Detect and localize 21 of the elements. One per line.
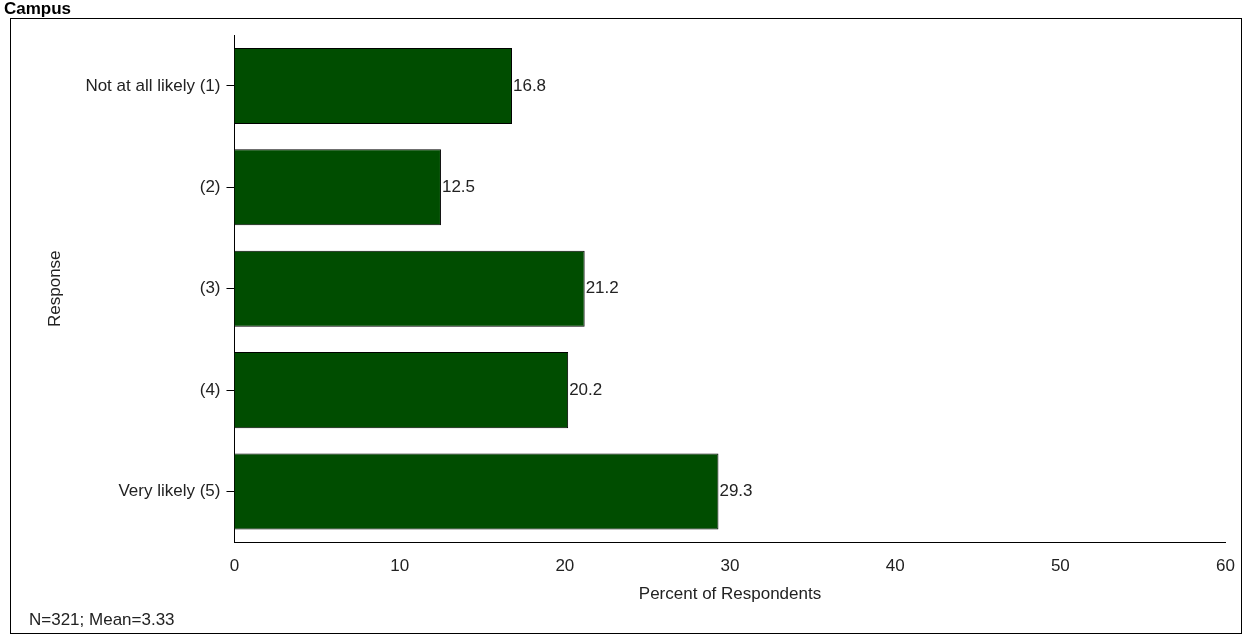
y-tick-label: (2)	[199, 176, 221, 196]
y-tick-label: Very likely (5)	[118, 481, 221, 501]
x-tick-label: 10	[390, 556, 410, 576]
x-axis-title: Percent of Respondents	[638, 584, 822, 604]
x-tick-label: 50	[1050, 556, 1070, 576]
y-tick-label: (4)	[199, 379, 221, 399]
data-label: 12.5	[441, 176, 476, 196]
data-label: 16.8	[512, 75, 547, 95]
x-tick-label: 60	[1216, 556, 1236, 576]
data-label: 20.2	[569, 379, 603, 399]
data-label: 21.2	[585, 278, 619, 298]
y-tick-label: (3)	[199, 278, 221, 298]
text: N=321; Mean=3.33	[29, 610, 175, 630]
text: Campus	[4, 0, 72, 18]
x-tick-label: 30	[720, 556, 740, 576]
x-tick-label: 40	[885, 556, 905, 576]
data-label: 29.3	[719, 481, 753, 501]
y-tick-label: Not at all likely (1)	[85, 75, 221, 95]
y-axis-title: Response	[44, 250, 64, 327]
x-tick-label: 20	[555, 556, 575, 576]
x-tick-label: 0	[229, 556, 240, 576]
